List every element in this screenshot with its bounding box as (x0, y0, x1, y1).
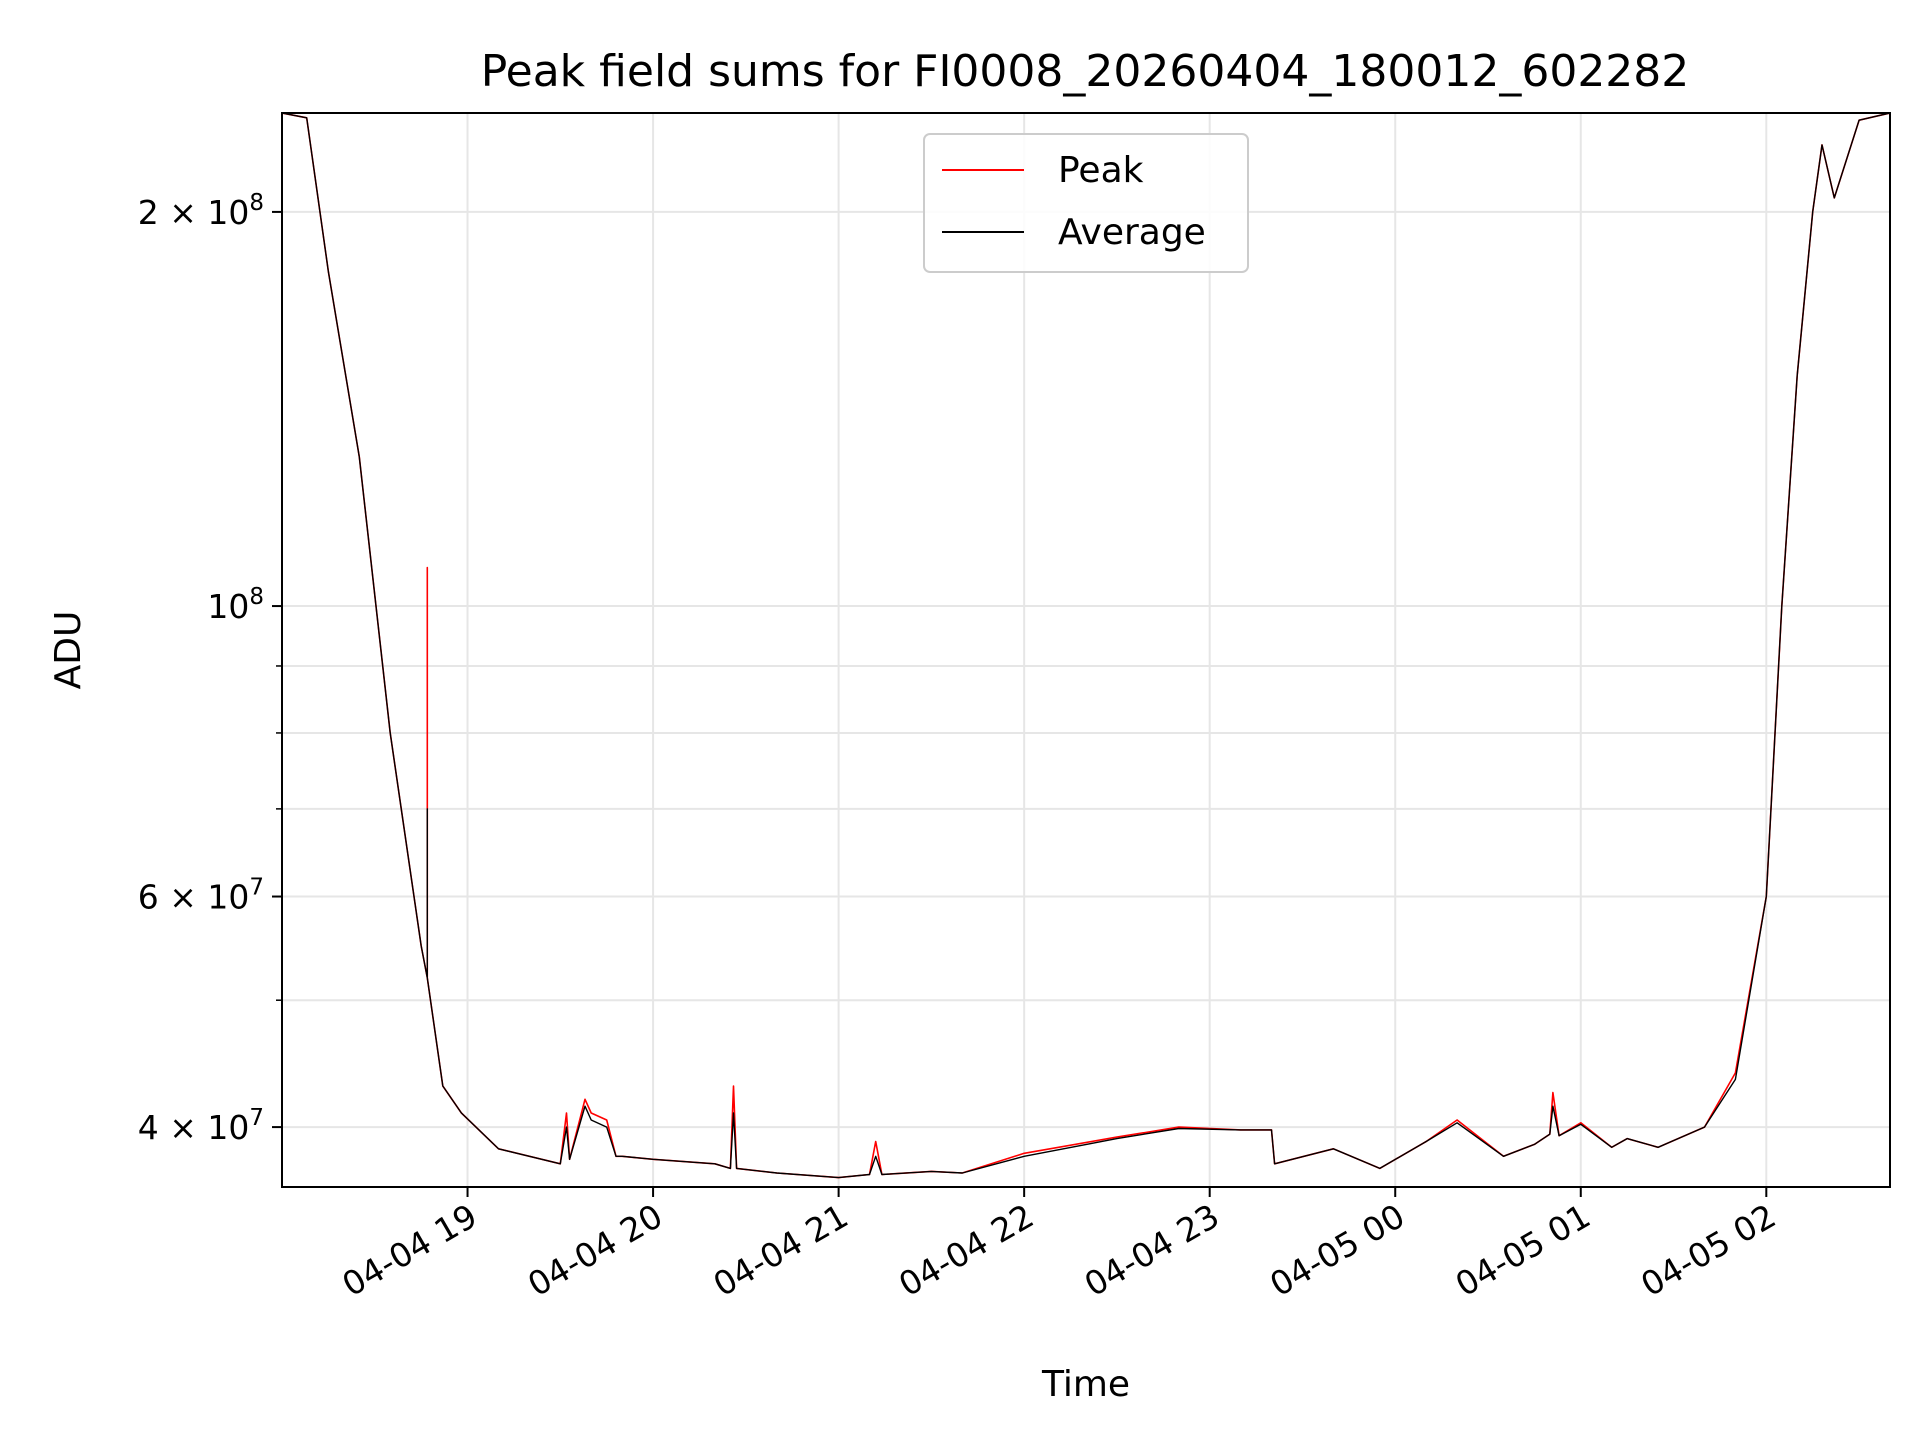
x-axis-label: Time (1041, 1364, 1130, 1405)
chart-title: Peak field sums for FI0008_20260404_1800… (481, 46, 1690, 97)
legend-label-average: Average (1058, 212, 1206, 253)
series-line-average (282, 113, 1890, 1179)
grid-lines (282, 113, 1890, 1187)
y-axis: 4 × 107 6 × 107 108 2 × 108 (138, 190, 282, 1147)
legend-label-peak: Peak (1058, 150, 1144, 191)
y-tick-label: 4 × 107 (138, 1105, 264, 1147)
y-tick-label: 108 (207, 584, 264, 626)
legend: Peak Average (923, 133, 1249, 273)
plot-frame (281, 112, 1891, 1188)
y-tick-label: 6 × 107 (138, 875, 264, 917)
y-tick-label: 2 × 108 (138, 190, 264, 232)
series-layer (282, 113, 1890, 1179)
legend-box (923, 133, 1249, 273)
y-axis-label: ADU (48, 611, 89, 690)
